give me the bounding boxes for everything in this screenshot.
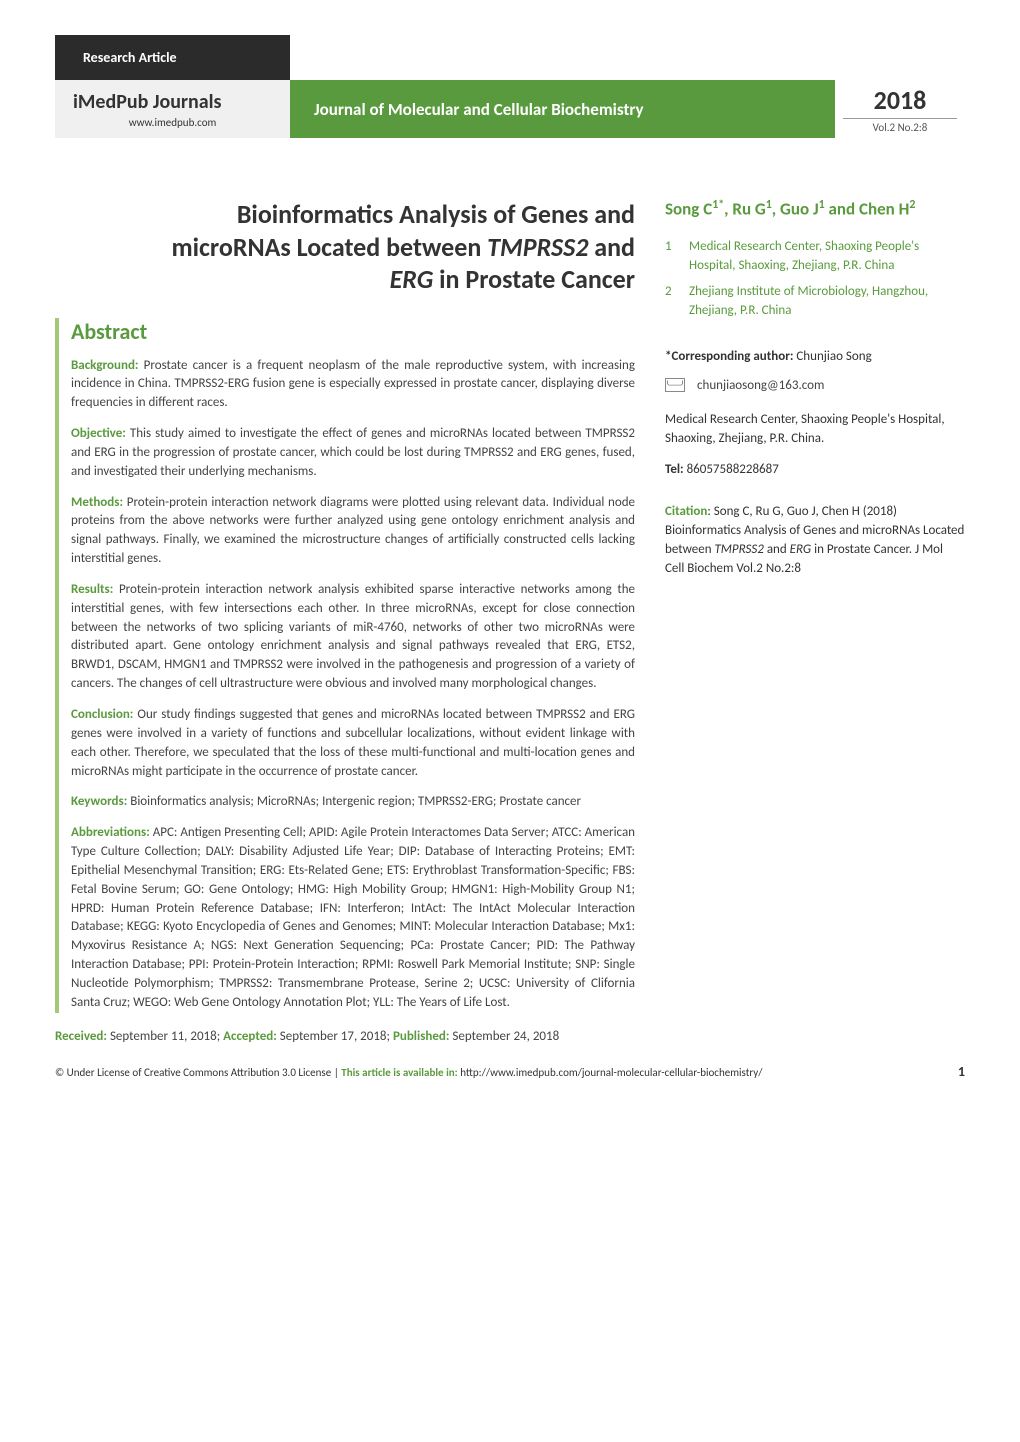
abstract-methods: Methods: Protein-protein interaction net…: [71, 494, 635, 569]
corresponding-address: Medical Research Center, Shaoxing People…: [665, 411, 965, 449]
affiliation-list: 1 Medical Research Center, Shaoxing Peop…: [665, 237, 965, 321]
author-email[interactable]: chunjiaosong@163.com: [697, 378, 824, 393]
publication-dates: Received: September 11, 2018; Accepted: …: [55, 1029, 635, 1044]
corresponding-tel: Tel: 86057588228687: [665, 462, 965, 477]
publisher-name: iMedPub Journals: [73, 90, 272, 114]
abstract-background: Background: Prostate cancer is a frequen…: [71, 357, 635, 414]
publisher-url[interactable]: www.imedpub.com: [73, 116, 272, 129]
affiliation-item: 1 Medical Research Center, Shaoxing Peop…: [665, 237, 965, 276]
citation-block: Citation: Song C, Ru G, Guo J, Chen H (2…: [665, 503, 965, 578]
content-row: Bioinformatics Analysis of Genes and mic…: [55, 198, 965, 1044]
journal-name-bar: Journal of Molecular and Cellular Bioche…: [290, 80, 835, 138]
corresponding-author: *Corresponding author: Chunjiao Song: [665, 349, 965, 364]
affiliation-item: 2 Zhejiang Institute of Microbiology, Ha…: [665, 282, 965, 321]
abstract-abbreviations: Abbreviations: APC: Antigen Presenting C…: [71, 824, 635, 1012]
abstract-conclusion: Conclusion: Our study findings suggested…: [71, 706, 635, 781]
abstract-objective: Objective: This study aimed to investiga…: [71, 425, 635, 482]
abstract-block: Abstract Background: Prostate cancer is …: [55, 318, 635, 1013]
page-footer: © Under License of Creative Commons Attr…: [55, 1062, 965, 1080]
volume-issue: Vol.2 No.2:8: [835, 121, 965, 134]
abstract-results: Results: Protein-protein interaction net…: [71, 581, 635, 694]
author-list: Song C1*, Ru G1, Guo J1 and Chen H2: [665, 198, 965, 221]
article-title: Bioinformatics Analysis of Genes and mic…: [55, 198, 635, 296]
main-column: Bioinformatics Analysis of Genes and mic…: [55, 198, 635, 1044]
page: Research Article iMedPub Journals www.im…: [0, 0, 1020, 1105]
header-block: Research Article iMedPub Journals www.im…: [55, 35, 965, 138]
article-url[interactable]: http://www.imedpub.com/journal-molecular…: [458, 1066, 763, 1079]
year-divider: [843, 118, 957, 119]
abstract-heading: Abstract: [71, 318, 635, 345]
year-box: 2018 Vol.2 No.2:8: [835, 80, 965, 138]
page-number: 1: [958, 1063, 965, 1080]
publication-year: 2018: [835, 84, 965, 116]
email-row: chunjiaosong@163.com: [665, 378, 965, 393]
side-column: Song C1*, Ru G1, Guo J1 and Chen H2 1 Me…: [665, 198, 965, 1044]
email-icon: [665, 378, 685, 392]
abstract-keywords: Keywords: Bioinformatics analysis; Micro…: [71, 793, 635, 812]
license-text: © Under License of Creative Commons Attr…: [55, 1066, 763, 1079]
publisher-box: iMedPub Journals www.imedpub.com: [55, 80, 290, 138]
journal-row: iMedPub Journals www.imedpub.com Journal…: [55, 80, 965, 138]
